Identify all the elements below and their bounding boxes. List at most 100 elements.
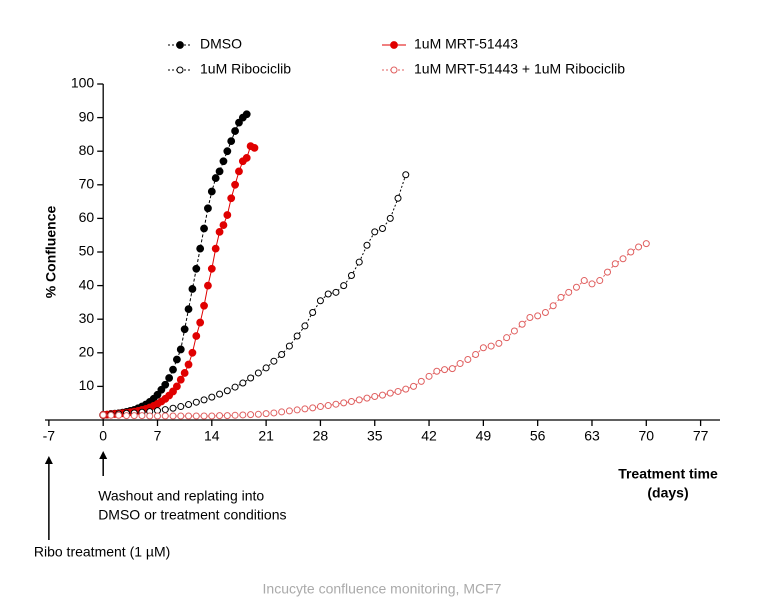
data-point xyxy=(242,110,251,119)
data-point xyxy=(285,342,293,350)
legend-marker xyxy=(390,41,398,49)
data-point xyxy=(207,187,216,196)
data-point xyxy=(223,412,231,420)
data-point xyxy=(363,241,371,249)
legend-label: 1uM MRT-51443 + 1uM Ribociclib xyxy=(414,61,625,77)
data-point xyxy=(355,396,363,404)
data-point xyxy=(518,320,526,328)
data-point xyxy=(394,387,402,395)
data-point xyxy=(204,204,212,213)
data-point xyxy=(417,377,425,385)
data-point xyxy=(425,372,433,380)
data-point xyxy=(355,258,363,266)
data-point xyxy=(572,283,580,291)
data-point xyxy=(479,344,487,352)
y-tick-label: 60 xyxy=(79,209,95,225)
data-point xyxy=(410,382,418,390)
data-point xyxy=(196,318,205,327)
data-point xyxy=(340,282,348,290)
data-point xyxy=(278,350,286,358)
data-point xyxy=(138,412,146,420)
data-point xyxy=(208,412,216,420)
data-point xyxy=(250,143,259,152)
data-point xyxy=(340,399,348,407)
data-point xyxy=(165,374,174,382)
series-line xyxy=(103,174,407,416)
data-point xyxy=(495,339,503,347)
legend-label: 1uM MRT-51443 xyxy=(414,36,518,52)
data-point xyxy=(604,268,611,276)
data-point xyxy=(161,412,169,420)
data-point xyxy=(301,322,309,330)
data-point xyxy=(324,290,332,298)
data-point xyxy=(157,385,166,394)
data-point xyxy=(153,390,162,399)
y-tick-label: 70 xyxy=(79,176,95,192)
x-tick-label: 42 xyxy=(421,428,437,444)
data-point xyxy=(441,366,449,374)
y-tick-label: 80 xyxy=(79,142,95,158)
data-point xyxy=(208,393,216,401)
caption: Incucyte confluence monitoring, MCF7 xyxy=(263,581,502,597)
data-point xyxy=(188,285,197,293)
y-tick-label: 50 xyxy=(79,243,95,259)
data-point xyxy=(223,211,232,219)
data-point xyxy=(347,272,355,280)
data-point xyxy=(487,342,495,350)
data-point xyxy=(177,403,185,411)
data-point xyxy=(207,264,216,273)
data-point xyxy=(464,356,472,364)
x-tick-label: 7 xyxy=(154,428,162,444)
data-point xyxy=(219,221,228,230)
x-tick-label: 21 xyxy=(258,428,274,444)
data-point xyxy=(503,334,511,342)
data-point xyxy=(184,305,193,314)
x-tick-label: 0 xyxy=(99,428,107,444)
data-point xyxy=(200,301,208,310)
data-point xyxy=(231,411,239,419)
data-point xyxy=(184,360,193,369)
data-point xyxy=(510,327,518,335)
x-tick-label: 77 xyxy=(693,428,709,444)
data-point xyxy=(526,314,534,322)
data-point xyxy=(115,411,123,419)
data-point xyxy=(180,325,189,334)
data-point xyxy=(180,369,189,377)
data-point xyxy=(596,277,604,285)
data-point xyxy=(192,398,200,406)
data-point xyxy=(379,224,386,232)
data-point xyxy=(196,244,205,253)
x-axis-label: Treatment time xyxy=(618,466,718,482)
data-point xyxy=(627,248,635,256)
data-point xyxy=(332,400,340,408)
x-tick-label: 56 xyxy=(530,428,546,444)
data-point xyxy=(301,405,309,413)
data-point xyxy=(541,308,549,316)
data-point xyxy=(169,387,177,396)
data-point xyxy=(285,407,293,415)
data-point xyxy=(235,118,243,127)
data-point xyxy=(386,389,394,397)
data-point xyxy=(172,382,181,391)
data-point xyxy=(219,157,228,166)
data-point xyxy=(371,392,379,400)
y-axis-label: % Confluence xyxy=(43,206,59,299)
data-point xyxy=(227,137,236,146)
data-point xyxy=(188,348,197,357)
data-point xyxy=(588,280,596,288)
data-point xyxy=(278,408,286,416)
data-point xyxy=(293,406,301,414)
data-point xyxy=(402,171,410,179)
data-point xyxy=(316,297,324,305)
data-point xyxy=(565,288,573,296)
data-point xyxy=(215,227,224,236)
legend-marker xyxy=(390,66,398,74)
data-point xyxy=(402,385,410,393)
data-point xyxy=(394,194,402,202)
data-point xyxy=(324,402,332,410)
data-point xyxy=(169,404,177,412)
data-point xyxy=(549,302,557,310)
data-point xyxy=(448,365,456,373)
x-tick-label: 49 xyxy=(476,428,492,444)
x-axis-label: (days) xyxy=(647,485,688,501)
